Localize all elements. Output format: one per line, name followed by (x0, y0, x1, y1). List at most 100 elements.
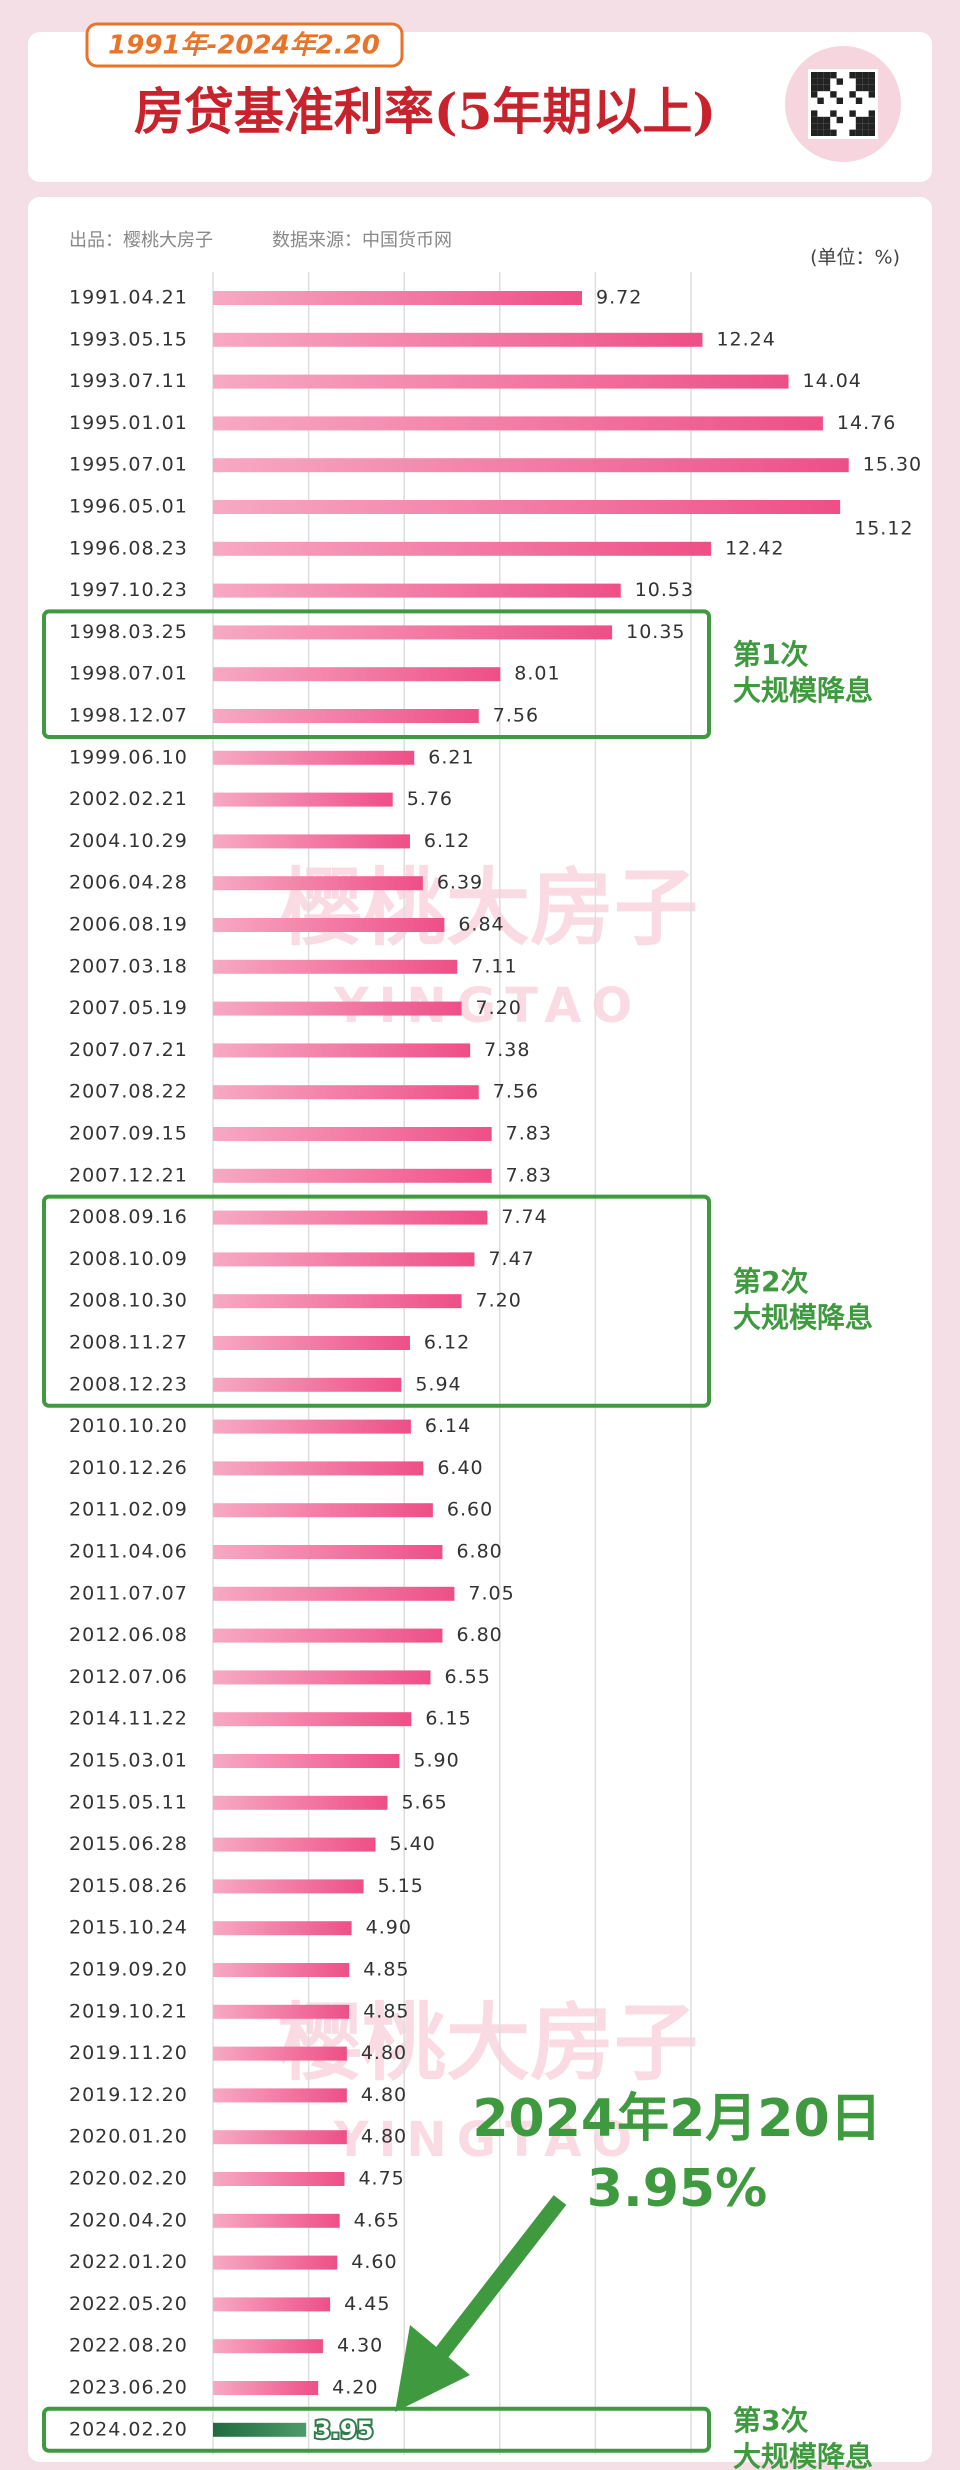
bar (213, 1043, 471, 1058)
producer: 出品：樱桃大房子 (69, 230, 213, 251)
qr-dot (855, 78, 863, 85)
row-label: 2008.11.27 (69, 1332, 188, 1354)
row-label: 2007.12.21 (69, 1164, 188, 1186)
bar (213, 416, 823, 431)
callout: 3.95% (587, 2159, 767, 2219)
annotation: 第3次 (733, 2404, 808, 2437)
row-label: 2010.10.20 (69, 1415, 188, 1437)
qr-dot (811, 84, 818, 92)
value-label: 4.90 (366, 1917, 412, 1939)
row-label: 2022.01.20 (69, 2251, 188, 2273)
qr-dot (855, 116, 863, 124)
row-label: 2024.02.20 (69, 2418, 188, 2440)
highlight-box (42, 1194, 711, 1408)
qr-dot (811, 123, 818, 130)
tag-box (85, 22, 404, 68)
qr-dot (862, 129, 869, 136)
qr-dot (823, 123, 831, 130)
value-label: 6.40 (437, 1457, 483, 1479)
annotation: 大规模降息 (733, 2440, 873, 2470)
row-label: 2015.03.01 (69, 1750, 188, 1772)
qr-dot (849, 129, 856, 136)
qr-dot (823, 78, 831, 85)
value-label: 6.80 (456, 1624, 502, 1646)
row-label: 2007.03.18 (69, 955, 188, 977)
row-label: 2008.10.30 (69, 1290, 188, 1312)
value-label: 5.40 (390, 1833, 436, 1855)
bar (213, 1670, 431, 1685)
row-label: 2020.04.20 (69, 2209, 188, 2231)
value-label: 6.15 (425, 1708, 471, 1730)
value-label: 9.72 (596, 287, 642, 309)
unit: (单位：%) (810, 247, 900, 269)
value-label: 5.90 (413, 1750, 459, 1772)
value-label: 6.60 (447, 1499, 493, 1521)
bar (213, 541, 712, 556)
bar (213, 1461, 424, 1476)
value-label: 7.74 (501, 1206, 547, 1228)
value-label: 15.30 (863, 454, 922, 476)
arrow (433, 2195, 567, 2360)
bar (213, 1545, 443, 1559)
qr-dot (836, 116, 843, 124)
row-label: 2015.05.11 (69, 1791, 188, 1813)
bar (213, 332, 703, 347)
row-label: 2019.12.20 (69, 2084, 188, 2106)
bar (213, 1336, 410, 1350)
qr-dot (868, 129, 875, 136)
bar (213, 583, 621, 598)
value-label: 4.85 (363, 1959, 409, 1981)
row-label: 1998.12.07 (69, 705, 188, 727)
row-label: 2014.11.22 (69, 1708, 188, 1730)
row-label: 2022.05.20 (69, 2293, 188, 2315)
row-label: 2008.10.09 (69, 1248, 188, 1270)
bar (213, 2255, 338, 2270)
qr-dot (862, 84, 869, 92)
qr-dot (855, 84, 863, 92)
value-label: 14.04 (803, 370, 862, 392)
bar (213, 1754, 400, 1768)
bar (213, 1210, 488, 1225)
value-label: 10.53 (635, 579, 694, 601)
row-label: 2006.08.19 (69, 914, 188, 936)
value-label: 14.76 (837, 412, 896, 434)
value-label: 15.12 (854, 518, 913, 540)
bar (213, 750, 415, 765)
value-label: 5.94 (415, 1373, 461, 1395)
qr-dot (823, 84, 831, 92)
bar (213, 1963, 350, 1977)
annotation: 大规模降息 (733, 674, 873, 707)
qr-dot (817, 72, 824, 79)
qr-dot (823, 116, 831, 124)
qr-dot (817, 78, 824, 85)
value-label: 4.20 (332, 2377, 378, 2399)
value-label: 7.83 (506, 1164, 552, 1186)
value-label: 4.80 (361, 2042, 407, 2064)
highlight-box (42, 609, 711, 740)
row-label: 2004.10.29 (69, 830, 188, 852)
qr-dot (849, 110, 856, 117)
value-label: 5.76 (407, 788, 453, 810)
row-label: 2019.11.20 (69, 2042, 188, 2064)
qr-dot (817, 84, 824, 92)
row-label: 2011.07.07 (69, 1582, 188, 1604)
value-label: 4.30 (337, 2335, 383, 2357)
row-label: 1995.01.01 (69, 412, 188, 434)
row-label: 2012.06.08 (69, 1624, 188, 1646)
value-label: 7.83 (506, 1123, 552, 1145)
qr-dot (811, 110, 818, 117)
highlight-box (42, 2406, 711, 2453)
bar (213, 1921, 352, 1936)
row-label: 2002.02.21 (69, 788, 188, 810)
bar (213, 1377, 402, 1392)
value-label: 6.14 (425, 1415, 471, 1437)
qr-dot (862, 116, 869, 124)
bar (213, 1085, 479, 1100)
qr-dot (811, 91, 818, 98)
qr-dot (817, 116, 824, 124)
bar (213, 500, 841, 514)
value-label: 6.80 (456, 1541, 502, 1563)
row-label: 1997.10.23 (69, 579, 188, 601)
bar (213, 625, 613, 640)
